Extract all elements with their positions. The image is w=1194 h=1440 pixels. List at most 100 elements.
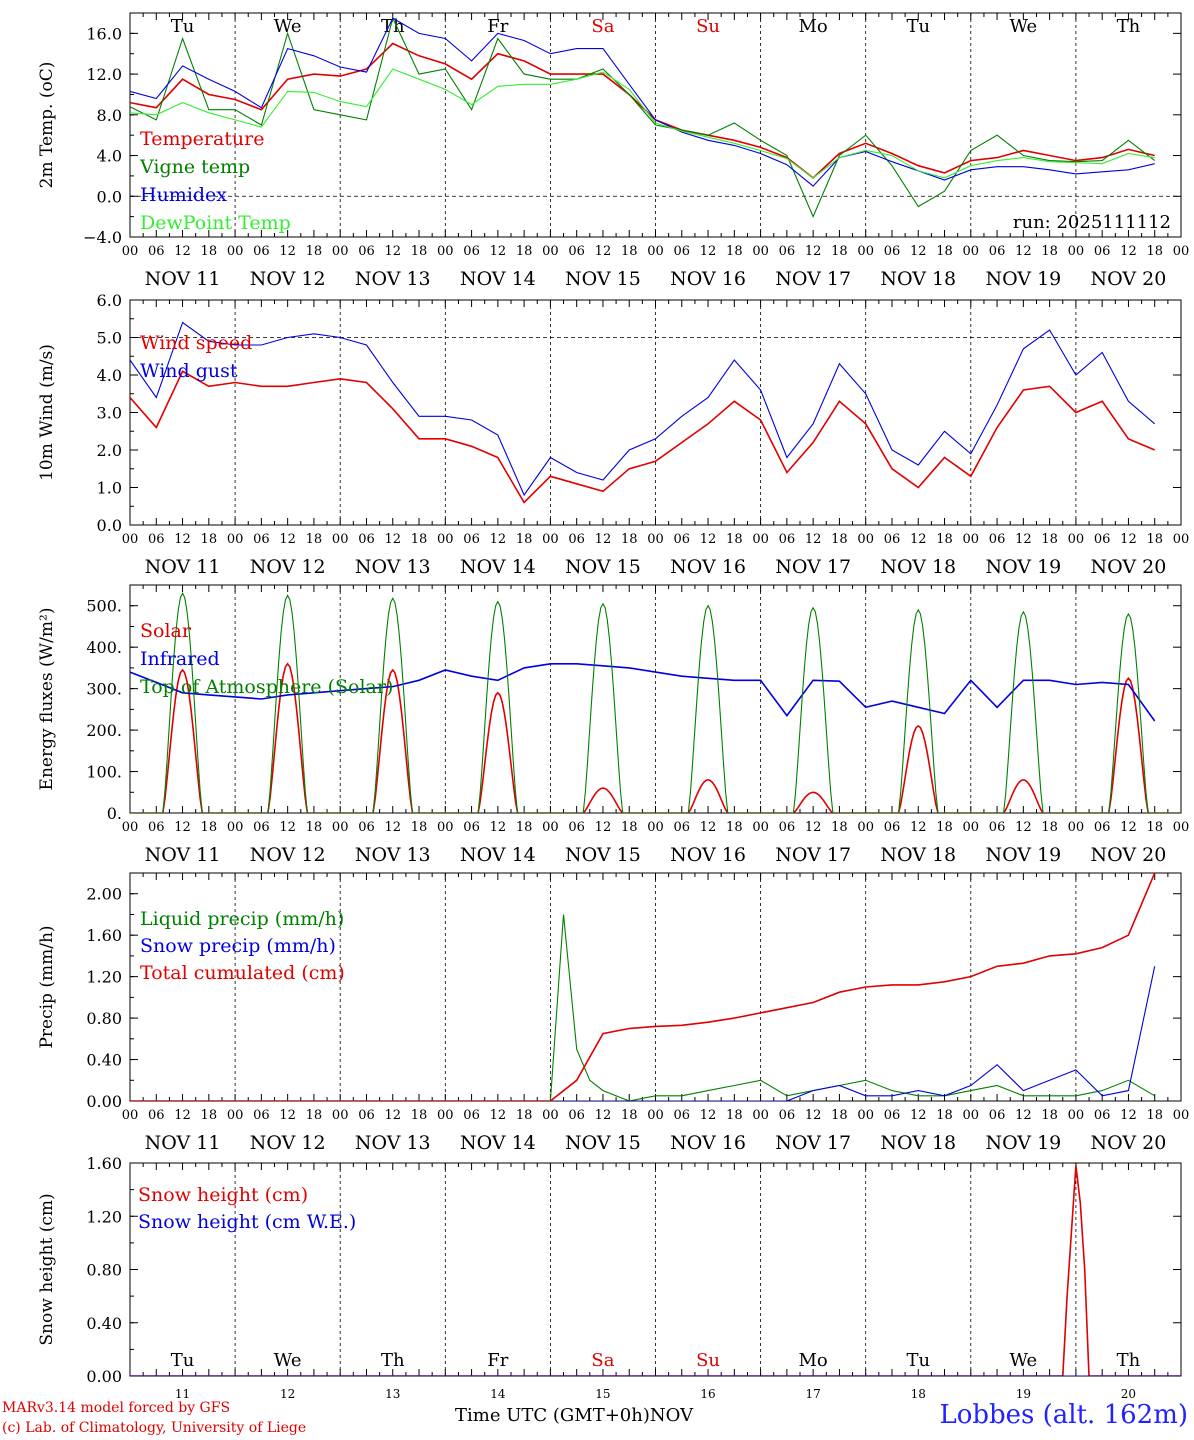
energy-hour-label: 00 [227, 820, 244, 835]
wind-hour-label: 18 [516, 532, 533, 547]
energy-hour-label: 06 [253, 820, 270, 835]
temperature-series-humidex [130, 17, 1155, 187]
energy-date-label: NOV 19 [985, 844, 1061, 866]
precip-date-label: NOV 18 [880, 1132, 956, 1154]
precip-hour-label: 12 [595, 1108, 612, 1123]
temperature-hour-label: 06 [779, 244, 796, 259]
temperature-hour-label: 06 [358, 244, 375, 259]
temperature-day-name: We [1010, 16, 1038, 37]
wind-hour-label: 12 [595, 532, 612, 547]
temperature-date-label: NOV 12 [250, 268, 326, 290]
wind-hour-label: 00 [227, 532, 244, 547]
wind-hour-label: 18 [306, 532, 323, 547]
energy-hour-label: 00 [542, 820, 559, 835]
wind-hour-label: 18 [1146, 532, 1163, 547]
temperature-y-tick-label: 16.0 [86, 24, 122, 43]
precip-y-tick-label: 2.00 [86, 885, 122, 904]
wind-hour-label: 12 [279, 532, 296, 547]
precip-date-label: NOV 20 [1091, 1132, 1167, 1154]
wind-hour-label: 18 [726, 532, 743, 547]
precip-date-label: NOV 11 [145, 1132, 221, 1154]
precip-hour-label: 18 [936, 1108, 953, 1123]
temperature-hour-label: 06 [253, 244, 270, 259]
temperature-hour-label: 00 [752, 244, 769, 259]
temperature-hour-label: 00 [437, 244, 454, 259]
temperature-hour-label: 06 [884, 244, 901, 259]
precip-hour-label: 18 [306, 1108, 323, 1123]
energy-hour-label: 00 [332, 820, 349, 835]
wind-hour-label: 18 [1041, 532, 1058, 547]
snow-y-axis-label: Snow height (cm) [37, 1193, 57, 1345]
energy-hour-label: 18 [831, 820, 848, 835]
snow-y-tick-label: 0.40 [86, 1314, 122, 1333]
precip-hour-label: 00 [542, 1108, 559, 1123]
energy-hour-label: 00 [122, 820, 139, 835]
precip-hour-label: 06 [884, 1108, 901, 1123]
energy-hour-label: 06 [463, 820, 480, 835]
precip-legend-item: Total cumulated (cm) [140, 962, 345, 984]
temperature-hour-label: 00 [857, 244, 874, 259]
x-axis-title-text: Time UTC (GMT+0h) [455, 1405, 650, 1426]
month-label: NOV [649, 1405, 694, 1426]
wind-y-tick-label: 1.0 [97, 479, 122, 498]
wind-y-axis-label: 10m Wind (m/s) [37, 344, 57, 481]
temperature-hour-label: 18 [306, 244, 323, 259]
precip-series-snow-precip-mm-h- [130, 966, 1156, 1101]
energy-hour-label: 12 [1015, 820, 1032, 835]
energy-date-label: NOV 18 [880, 844, 956, 866]
snow-day-name: Su [696, 1350, 720, 1371]
wind-hour-label: 12 [174, 532, 191, 547]
precip-hour-label: 00 [122, 1108, 139, 1123]
energy-date-label: NOV 17 [775, 844, 851, 866]
temperature-hour-label: 18 [411, 244, 428, 259]
precip-hour-label: 00 [437, 1108, 454, 1123]
energy-y-tick-label: 300. [86, 680, 122, 699]
energy-hour-label: 12 [1120, 820, 1137, 835]
precip-hour-label: 06 [463, 1108, 480, 1123]
wind-date-label: NOV 16 [670, 556, 746, 578]
wind-hour-label: 12 [1120, 532, 1137, 547]
temperature-y-tick-label: 4.0 [97, 147, 122, 166]
precip-hour-label: 00 [1068, 1108, 1085, 1123]
precip-hour-label: 18 [621, 1108, 638, 1123]
precip-hour-label: 00 [963, 1108, 980, 1123]
temperature-day-name: Tu [906, 16, 930, 37]
energy-y-tick-label: 500. [86, 597, 122, 616]
energy-hour-label: 18 [936, 820, 953, 835]
temperature-day-name: Su [696, 16, 720, 37]
snow-day-name: Fr [487, 1350, 508, 1371]
snow-day-name: We [1010, 1350, 1038, 1371]
wind-hour-label: 12 [910, 532, 927, 547]
energy-hour-label: 00 [1068, 820, 1085, 835]
wind-frame [129, 299, 1182, 526]
energy-hour-label: 18 [516, 820, 533, 835]
wind-date-label: NOV 15 [565, 556, 641, 578]
temperature-hour-label: 06 [674, 244, 691, 259]
energy-legend-item: Top of Atmosphere (Solar) [140, 676, 393, 698]
snow-y-tick-label: 0.80 [86, 1261, 122, 1280]
temperature-y-axis-label: 2m Temp. (oC) [37, 62, 57, 189]
temperature-day-name: Th [1117, 16, 1141, 37]
precip-hour-label: 00 [1173, 1108, 1190, 1123]
temperature-hour-label: 12 [595, 244, 612, 259]
precip-y-tick-label: 0.40 [86, 1051, 122, 1070]
wind-y-tick-label: 6.0 [97, 291, 122, 310]
wind-date-label: NOV 12 [250, 556, 326, 578]
temperature-date-label: NOV 20 [1091, 268, 1167, 290]
snow-day-number: 15 [595, 1387, 610, 1401]
precip-hour-label: 12 [490, 1108, 507, 1123]
wind-date-label: NOV 11 [145, 556, 221, 578]
wind-hour-label: 12 [700, 532, 717, 547]
temperature-legend-item: Humidex [140, 184, 227, 206]
snow-day-number: 16 [700, 1387, 715, 1401]
wind-date-label: NOV 18 [880, 556, 956, 578]
wind-y-tick-label: 2.0 [97, 441, 122, 460]
temperature-hour-label: 18 [936, 244, 953, 259]
temperature-date-label: NOV 16 [670, 268, 746, 290]
precip-hour-label: 06 [253, 1108, 270, 1123]
snow-day-number: 19 [1016, 1387, 1031, 1401]
precip-hour-label: 18 [1041, 1108, 1058, 1123]
precip-hour-label: 12 [805, 1108, 822, 1123]
precip-legend-item: Liquid precip (mm/h) [140, 908, 344, 930]
energy-y-tick-label: 100. [86, 763, 122, 782]
